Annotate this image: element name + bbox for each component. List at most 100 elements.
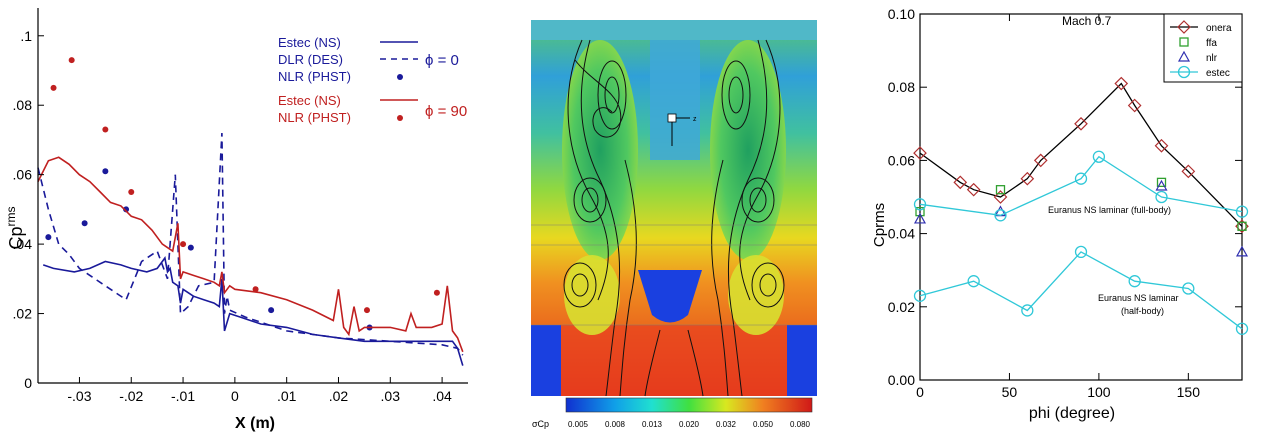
data-point [1021,304,1034,317]
annotation-full-body: Euranus NS laminar (full-body) [1048,205,1171,215]
y-tick-label: 0.02 [888,299,915,315]
y-tick-label: 0.08 [888,79,915,95]
y-tick-label: .04 [13,236,33,252]
data-point [1177,20,1191,34]
data-point [123,206,130,213]
annotation-half-body-2: (half-body) [1121,306,1164,316]
x-tick-label: 100 [1087,384,1111,400]
data-point [1092,150,1106,163]
data-point [1237,221,1247,231]
group-label-phi-90: ϕ = 90 [425,103,467,120]
colorbar [565,397,813,413]
series-line [42,256,464,366]
data-point [1127,98,1142,113]
data-point [252,286,259,293]
data-point [1020,171,1035,186]
x-tick-label: 50 [1002,384,1018,400]
data-point [953,175,968,190]
colorbar-tick-label: 0.050 [753,420,774,429]
x-tick-label: -.02 [119,388,143,404]
x-tick-label: 150 [1177,384,1201,400]
x-tick-label: -.01 [171,388,195,404]
series-line [37,156,464,353]
y-tick-label: 0.04 [888,226,915,242]
data-point [187,244,194,251]
data-point [433,289,440,296]
y-axis-label: Cprms [871,203,888,247]
y-tick-label: .02 [13,306,33,322]
y-tick-label: 0.10 [888,6,915,22]
data-point [1179,37,1189,47]
plot-frame [919,13,1243,381]
annotation-half-body-1: Euranus NS laminar [1098,293,1179,303]
data-point [966,182,981,197]
chart-title: Mach 0.7 [1062,14,1112,28]
data-point [1114,76,1129,91]
legend-entry: NLR (PHST) [278,110,351,125]
data-point [68,57,75,64]
colorbar-tick-label: 0.008 [605,420,626,429]
axis-marker-label: z [693,116,697,123]
colorbar-tick-label: 0.080 [790,420,811,429]
legend-entry: nlr [1206,53,1218,64]
colorbar-tick-label: 0.005 [568,420,589,429]
data-point [1181,164,1196,179]
x-tick-label: .04 [432,388,452,404]
x-tick-label: -.03 [67,388,91,404]
x-tick-label: 0 [916,384,924,400]
data-point [1156,177,1167,188]
legend-entry: ffa [1206,38,1217,49]
chart-cprms-vs-phi: 0 50 100 150 0.00 0.02 0.04 0.06 0.08 0.10 Mach 0… [862,0,1271,434]
legend-entry: Estec (NS) [278,35,341,50]
data-point [915,206,925,217]
data-point [50,84,57,91]
data-point [81,220,88,227]
x-tick-label: .01 [277,388,297,404]
data-point [1177,50,1191,62]
data-point [1235,205,1249,218]
colorbar-label: σCp [532,419,549,429]
y-axis-label: Cprms [4,206,26,249]
data-point [993,190,1008,204]
legend-entry: NLR (PHST) [278,69,351,84]
legend-entry: DLR (DES) [278,52,343,67]
x-tick-label: .02 [329,388,349,404]
data-point [128,189,135,196]
data-point [1074,116,1088,131]
data-point [102,126,109,133]
data-point [1182,282,1195,295]
group-label-phi-0: ϕ = 0 [425,52,459,69]
data-point [1128,275,1141,288]
legend-entry: Estec (NS) [278,93,341,108]
data-point [995,185,1006,195]
chart-1-svg: -.03 -.02 -.01 0 .01 .02 .03 .04 0 .02 .04 .06 .08 .1… [4,8,468,432]
y-tick-label: .06 [13,167,33,183]
data-point [967,275,980,288]
data-point [1033,153,1048,168]
chart-cp-rms-vs-x: -.03 -.02 -.01 0 .01 .02 .03 .04 0 .02 .04 .06 .08 .1… [0,0,480,434]
data-point [268,307,275,314]
series-line [37,132,464,356]
data-point [102,168,109,175]
contour-field-panel: z σCp 0.005 0.008 0.013 0.020 0.032 0.050 0.08… [520,0,830,434]
data-point [994,209,1007,222]
axis-marker: z [667,113,697,146]
data-point [913,212,927,224]
data-point [45,234,52,241]
data-point [913,146,927,160]
data-point [1177,65,1191,79]
y-tick-label: .08 [13,97,33,113]
x-axis-label: phi (degree) [1029,405,1115,422]
colorbar-tick-label: 0.032 [716,420,737,429]
series-line [919,155,1243,216]
data-point [1235,245,1249,257]
data-point [180,241,187,248]
legend-marker [397,74,403,80]
data-point [1155,179,1168,191]
data-point [1154,138,1169,153]
streamlines [563,39,785,397]
y-tick-label: 0.06 [888,152,915,168]
legend-marker [397,115,403,121]
legend-entry: estec [1206,68,1230,79]
data-point [1074,172,1088,185]
